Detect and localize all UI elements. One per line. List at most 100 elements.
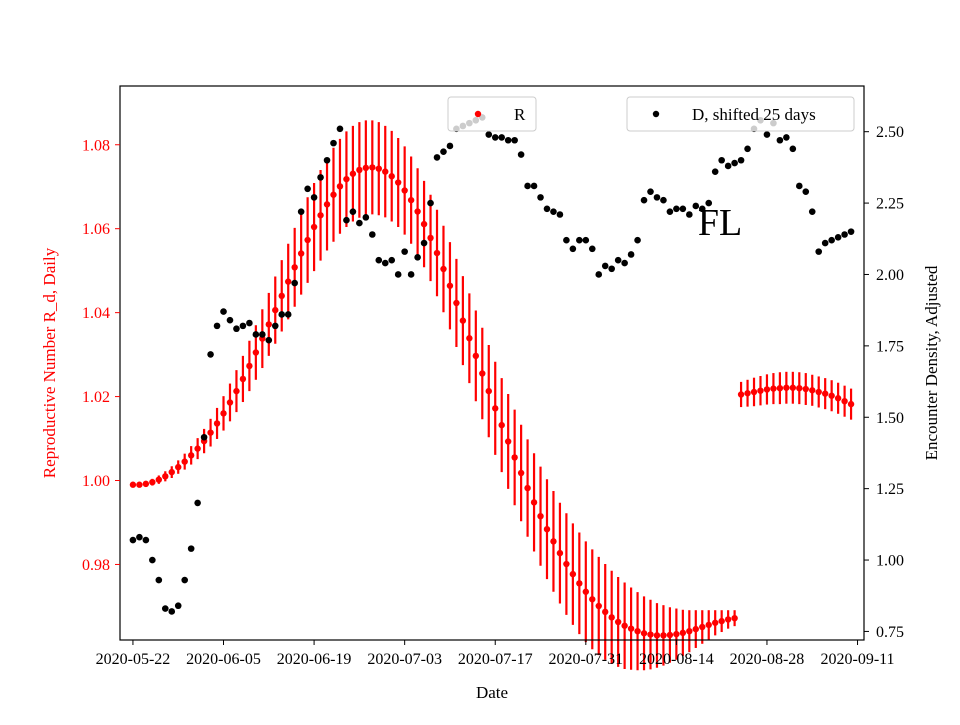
right-y-tick-label: 1.00 [876,553,904,570]
r-point [576,580,583,587]
d-point [763,131,771,138]
d-point [588,245,596,253]
r-point [304,236,311,244]
r-point [737,391,745,398]
d-point [634,236,641,244]
r-point [556,549,564,557]
r-point [459,317,467,324]
r-point [821,390,829,397]
left-y-tick-label: 1.02 [82,389,110,406]
d-point [336,125,344,133]
r-point [492,405,499,412]
r-point [660,632,667,639]
d-point [530,182,538,190]
r-point [149,478,156,486]
r-point [504,438,512,445]
d-point [246,319,253,327]
left-y-tick-label: 1.00 [82,473,110,490]
r-point [278,292,285,300]
d-point [627,251,635,258]
d-point [168,608,176,615]
r-point [401,187,408,194]
d-point [537,194,544,201]
r-point [272,306,279,314]
d-point [666,208,674,215]
d-point [220,308,227,315]
r-point [647,631,654,638]
x-tick-label: 2020-08-14 [639,651,714,668]
r-point [317,212,324,219]
d-point [310,194,318,201]
r-point [517,469,525,477]
r-point [220,410,227,417]
d-point [433,154,441,161]
d-point [692,202,700,210]
r-point [207,429,214,436]
d-point [485,131,493,138]
d-point [187,545,195,552]
legend-d-box [626,96,855,132]
r-point [226,399,234,406]
x-axis-label: Date [476,683,508,702]
d-point [297,208,305,215]
d-point [556,211,564,218]
r-point [187,452,195,459]
d-point [401,248,408,255]
r-point [718,617,725,625]
d-point [446,142,454,150]
annotation-label: FL [698,202,742,244]
r-point [770,385,777,392]
r-point [627,625,635,632]
r-point [834,395,842,402]
r-point [297,250,305,257]
r-point [802,385,809,393]
d-point [821,239,829,247]
right-y-tick-label: 1.25 [876,481,904,498]
plot-frame [119,85,865,641]
d-point [233,325,240,333]
d-point [595,271,603,278]
d-point [737,156,745,164]
d-point [427,199,434,207]
r-point [815,388,822,396]
x-tick-label: 2020-07-17 [458,651,533,668]
d-point [614,256,622,264]
r-point [375,165,382,172]
d-point [181,576,188,584]
d-point [356,219,363,227]
d-point [711,168,719,175]
r-point [136,481,143,488]
r-point [129,481,137,488]
d-point [161,605,169,612]
r-point [472,352,480,360]
legend-d-label: D, shifted 25 days [692,105,816,124]
r-point [847,400,855,408]
r-point [796,384,803,392]
d-point [517,151,525,158]
d-point [601,262,609,270]
d-point [394,271,402,278]
r-point [653,632,661,639]
d-point [698,205,706,213]
d-point [724,162,732,170]
r-point [550,538,557,545]
d-point [129,536,137,544]
d-point [802,188,810,195]
r-point [265,321,272,328]
r-point [466,335,473,342]
r-point [634,627,641,635]
r-point [621,622,628,629]
r-point [614,618,622,626]
r-point [750,388,758,396]
right-y-tick-label: 1.50 [876,410,904,427]
d-point [291,279,298,287]
legend-r-label: R [514,105,526,124]
d-point [142,536,150,544]
d-point [524,182,531,190]
r-point [394,179,402,186]
r-point [440,265,447,273]
d-point [647,188,654,195]
r-point [420,220,428,228]
left-y-axis-label: Reproductive Number R_d, Daily [40,247,59,478]
